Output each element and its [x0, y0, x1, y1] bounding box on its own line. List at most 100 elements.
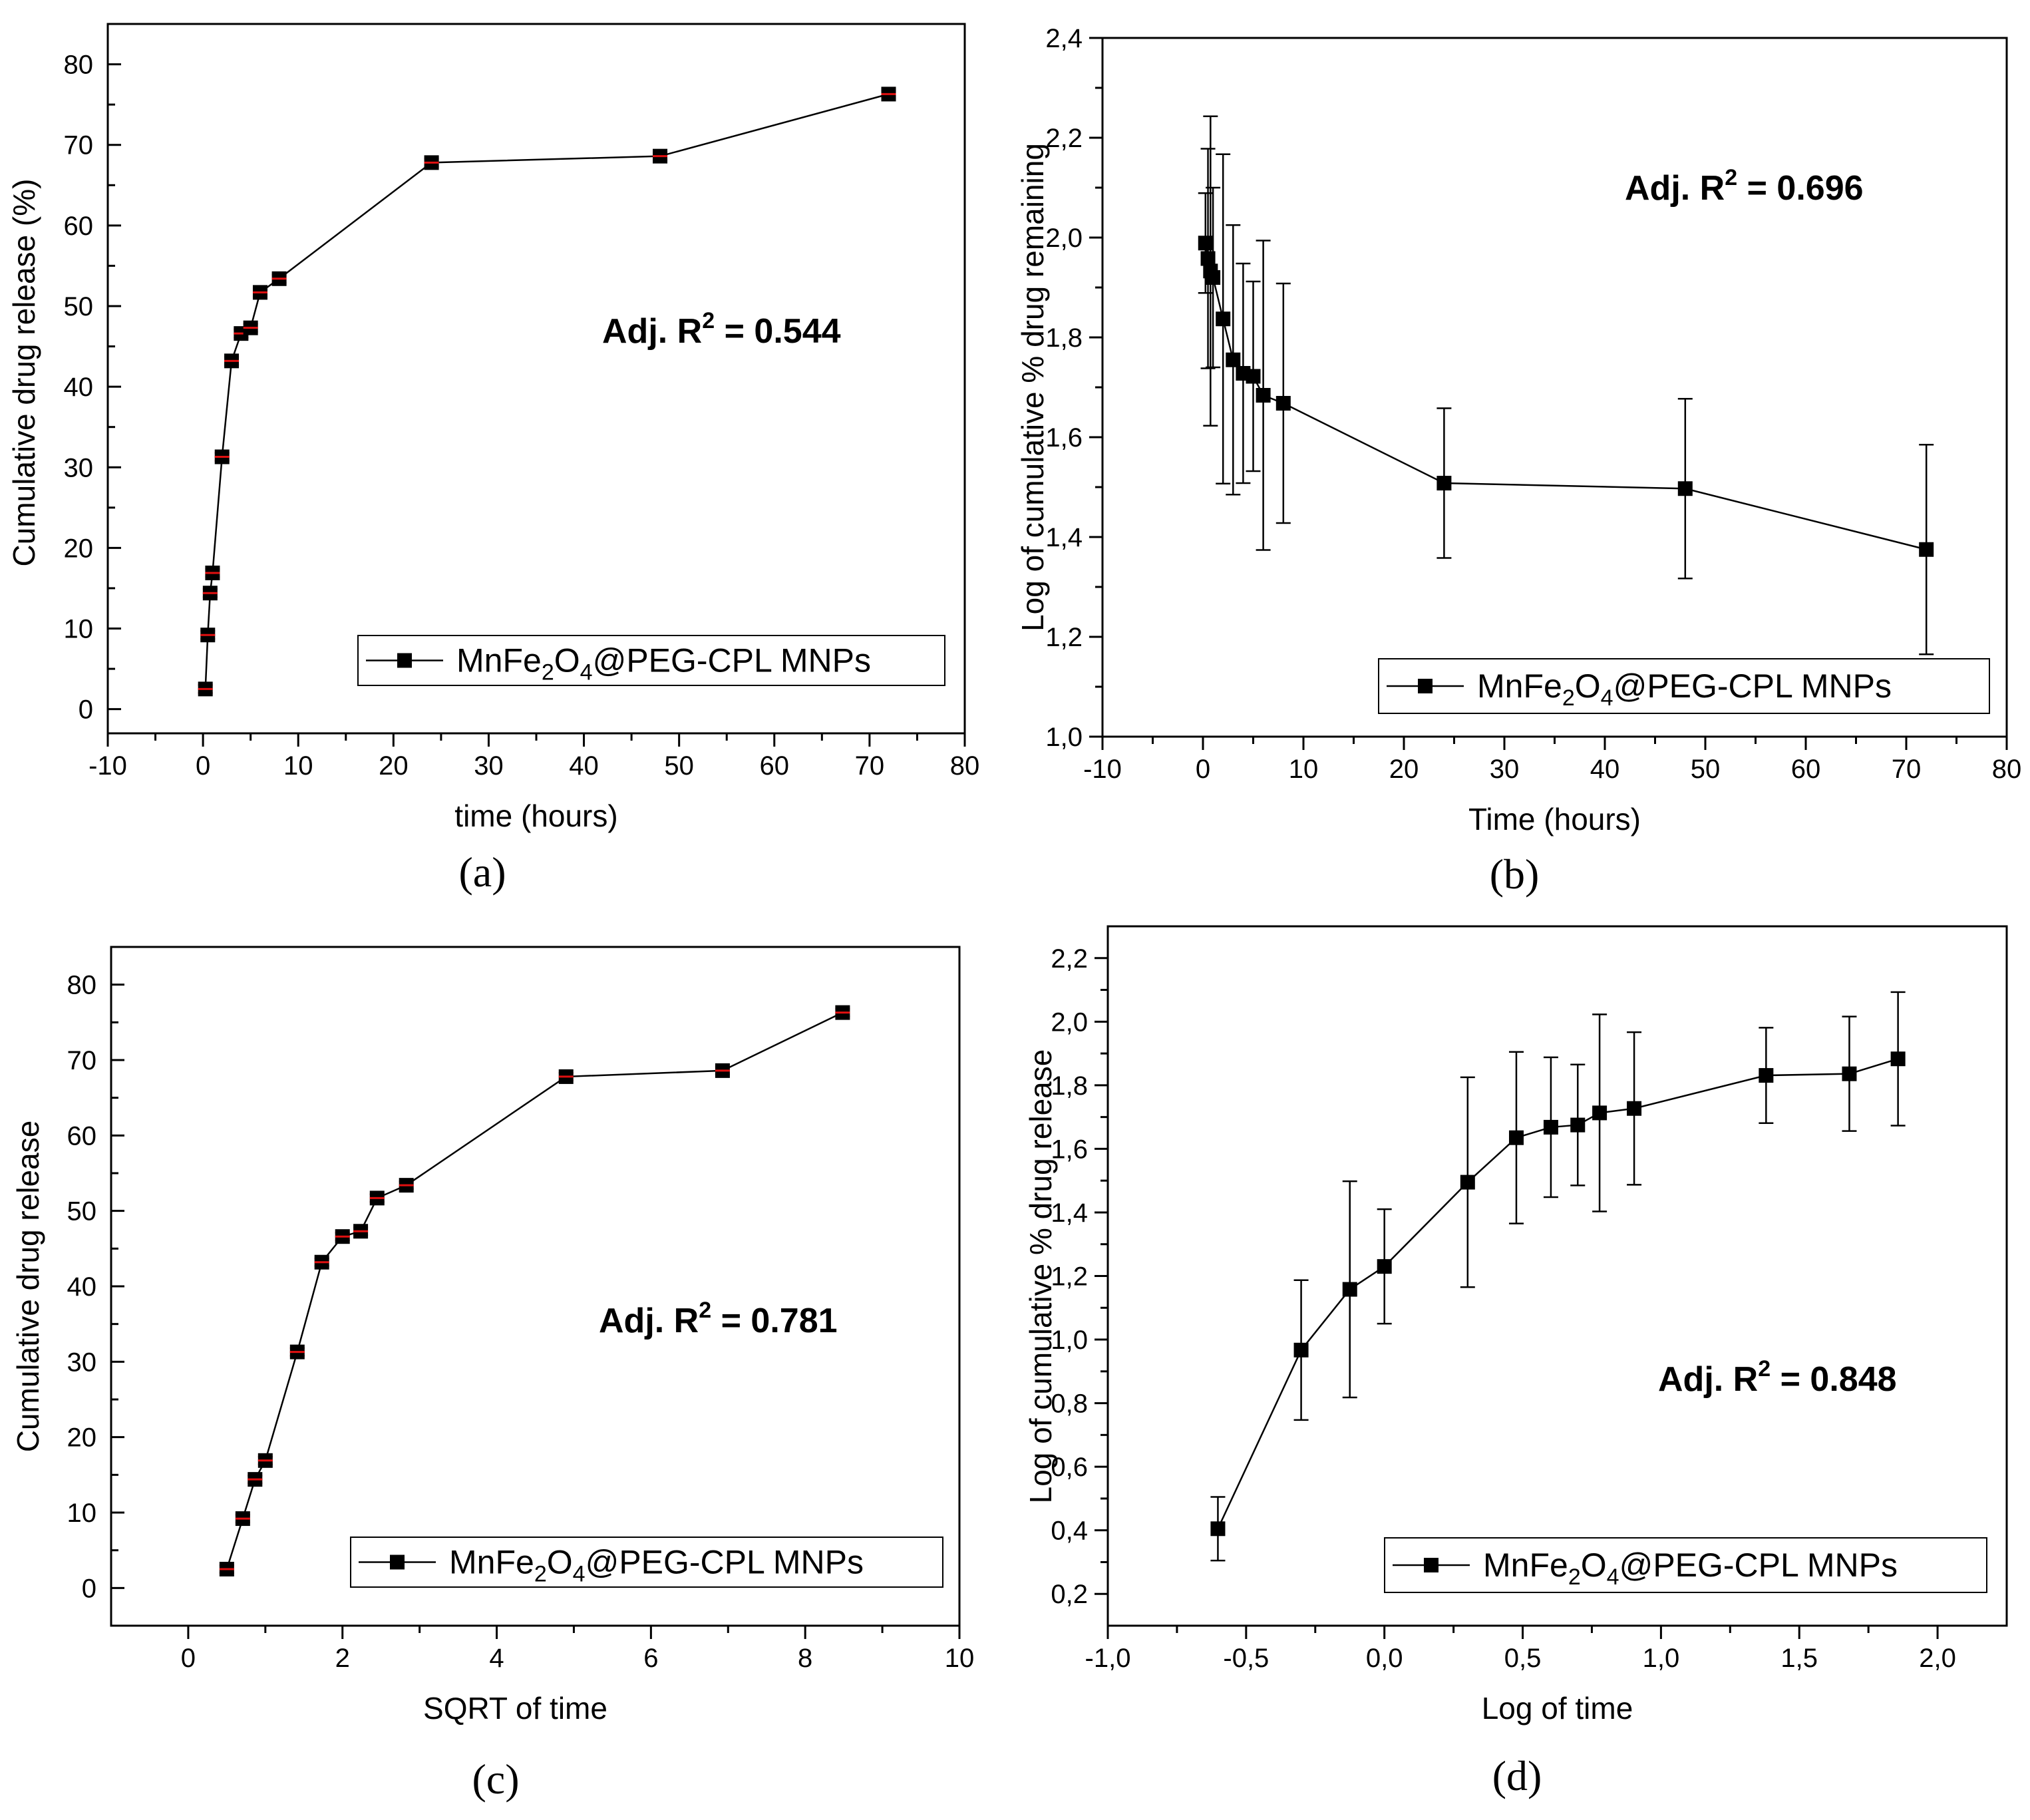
- adj-r2-annotation: Adj. R2 = 0.848: [1658, 1356, 1897, 1399]
- y-tick-label: 1,8: [1045, 323, 1083, 353]
- chart-panel-d: -1,0 -0,5 0,0 0,5 1,0 1,5 2,0 0,2 0,4 0,6 0,8 1,0 1,…: [1023, 925, 2008, 1799]
- legend-marker: [390, 1554, 405, 1570]
- y-tick-label: 60: [64, 212, 94, 241]
- legend-box: [1378, 658, 1990, 714]
- x-tick-label: 60: [1791, 755, 1821, 784]
- legend-marker: [1418, 679, 1433, 693]
- y-tick-label: 0,8: [1051, 1389, 1088, 1419]
- panel-label: (a): [458, 848, 506, 896]
- x-tick-label: 80: [950, 751, 980, 781]
- y-tick-label: 80: [67, 971, 97, 1000]
- data-point: [1592, 1105, 1607, 1121]
- x-tick-label: 30: [1490, 755, 1520, 784]
- y-tick-label: 30: [64, 453, 94, 482]
- legend: MnFe2O4@PEG-CPL MNPs: [357, 635, 945, 686]
- data-point: [1543, 1119, 1558, 1135]
- legend: MnFe2O4@PEG-CPL MNPs: [1378, 658, 1990, 714]
- data-point: [1460, 1175, 1475, 1190]
- y-axis-label: Log of cumulative % drug release: [1023, 1049, 1058, 1504]
- legend-text-2: O: [554, 642, 580, 679]
- panel-label: (c): [472, 1755, 519, 1803]
- x-tick-label: 8: [798, 1644, 812, 1673]
- x-tick-label: 0,5: [1504, 1644, 1542, 1673]
- y-tick-label: 2,0: [1051, 1007, 1088, 1037]
- legend-label: MnFe2O4@PEG-CPL MNPs: [1483, 1547, 1898, 1590]
- y-tick-label: 2,4: [1045, 24, 1083, 53]
- legend-label: MnFe2O4@PEG-CPL MNPs: [456, 642, 871, 685]
- annotation-prefix: Adj. R: [599, 1302, 699, 1340]
- y-tick-label: 0,6: [1051, 1453, 1088, 1482]
- x-tick-label: 80: [1992, 755, 2022, 784]
- legend-box: [357, 635, 945, 686]
- y-tick-label: 10: [64, 615, 94, 644]
- data-point: [1210, 1521, 1226, 1537]
- x-tick-label: 10: [283, 751, 313, 781]
- annotation-superscript: 2: [1725, 165, 1737, 190]
- annotation-prefix: Adj. R: [1658, 1360, 1758, 1399]
- x-tick-label: -1,0: [1085, 1644, 1131, 1673]
- legend-text-1: MnFe: [1477, 667, 1562, 705]
- annotation-superscript: 2: [702, 308, 715, 333]
- x-tick-label: 50: [664, 751, 694, 781]
- data-point: [1216, 311, 1231, 327]
- y-tick-label: 0,4: [1051, 1517, 1088, 1546]
- legend-text-2: O: [547, 1544, 573, 1581]
- data-point: [1508, 1130, 1524, 1145]
- legend-label: MnFe2O4@PEG-CPL MNPs: [1477, 667, 1892, 711]
- y-tick-label: 1,8: [1051, 1071, 1088, 1101]
- x-tick-label: 60: [760, 751, 790, 781]
- plot-frame: [1106, 925, 2008, 1627]
- legend-text-3: @PEG-CPL MNPs: [586, 1544, 864, 1581]
- x-tick-label: 70: [1892, 755, 1922, 784]
- y-tick-label: 20: [64, 534, 94, 563]
- data-point: [1200, 251, 1216, 266]
- chart-panel-a: -10 0 10 20 30 40 50 60 70 80 0 10 20 30 40 50 60 70 80 tim…: [7, 23, 980, 896]
- chart-panel-c: 0 2 4 6 8 10 0 10 20 30 40 50 60 70 80 SQRT of time Cumu…: [11, 946, 974, 1803]
- legend-box: [1384, 1537, 1987, 1593]
- data-point: [1919, 542, 1934, 557]
- legend-marker: [1424, 1558, 1438, 1572]
- y-axis-label: Cumulative drug release (%): [7, 179, 41, 567]
- y-tick-label: 80: [64, 51, 94, 80]
- y-tick-label: 1,0: [1051, 1326, 1088, 1355]
- x-tick-label: -0,5: [1223, 1644, 1269, 1673]
- data-point: [1275, 396, 1291, 411]
- y-axis-label: Log of cumulative % drug remaining: [1015, 143, 1050, 632]
- legend-text-3: @PEG-CPL MNPs: [1619, 1547, 1898, 1584]
- annotation-suffix: = 0.781: [711, 1302, 837, 1340]
- x-tick-label: 30: [474, 751, 504, 781]
- y-tick-label: 1,2: [1045, 623, 1083, 652]
- y-tick-label: 2,2: [1045, 124, 1083, 153]
- y-tick-label: 60: [67, 1121, 97, 1151]
- y-tick-label: 1,6: [1045, 423, 1083, 453]
- x-tick-label: 1,0: [1643, 1644, 1680, 1673]
- annotation-suffix: = 0.696: [1737, 169, 1863, 208]
- data-point: [1759, 1068, 1774, 1083]
- data-point: [1206, 270, 1221, 285]
- annotation-prefix: Adj. R: [1625, 169, 1725, 208]
- legend-text-2: O: [1581, 1547, 1607, 1584]
- y-tick-label: 20: [67, 1423, 97, 1453]
- x-tick-label: 1,5: [1780, 1644, 1818, 1673]
- series-line: [204, 93, 889, 689]
- y-tick-label: 70: [67, 1046, 97, 1075]
- data-point: [1842, 1066, 1857, 1081]
- x-tick-label: 4: [489, 1644, 504, 1673]
- adj-r2-annotation: Adj. R2 = 0.781: [599, 1298, 838, 1340]
- annotation-prefix: Adj. R: [602, 312, 702, 351]
- x-tick-label: -10: [88, 751, 127, 781]
- x-tick-label: 40: [1590, 755, 1620, 784]
- x-axis-label: SQRT of time: [423, 1691, 607, 1726]
- panel-label: (b): [1490, 850, 1540, 898]
- x-axis-label: time (hours): [454, 799, 617, 833]
- legend-marker: [397, 653, 412, 668]
- annotation-superscript: 2: [1758, 1356, 1771, 1381]
- adj-r2-annotation: Adj. R2 = 0.696: [1625, 165, 1864, 208]
- y-tick-label: 50: [67, 1197, 97, 1226]
- legend-subscript-1: 2: [542, 660, 554, 685]
- legend: MnFe2O4@PEG-CPL MNPs: [1384, 1537, 1987, 1593]
- x-tick-label: 2: [335, 1644, 350, 1673]
- data-point: [1570, 1117, 1586, 1133]
- x-tick-label: 70: [855, 751, 885, 781]
- y-tick-label: 1,6: [1051, 1135, 1088, 1164]
